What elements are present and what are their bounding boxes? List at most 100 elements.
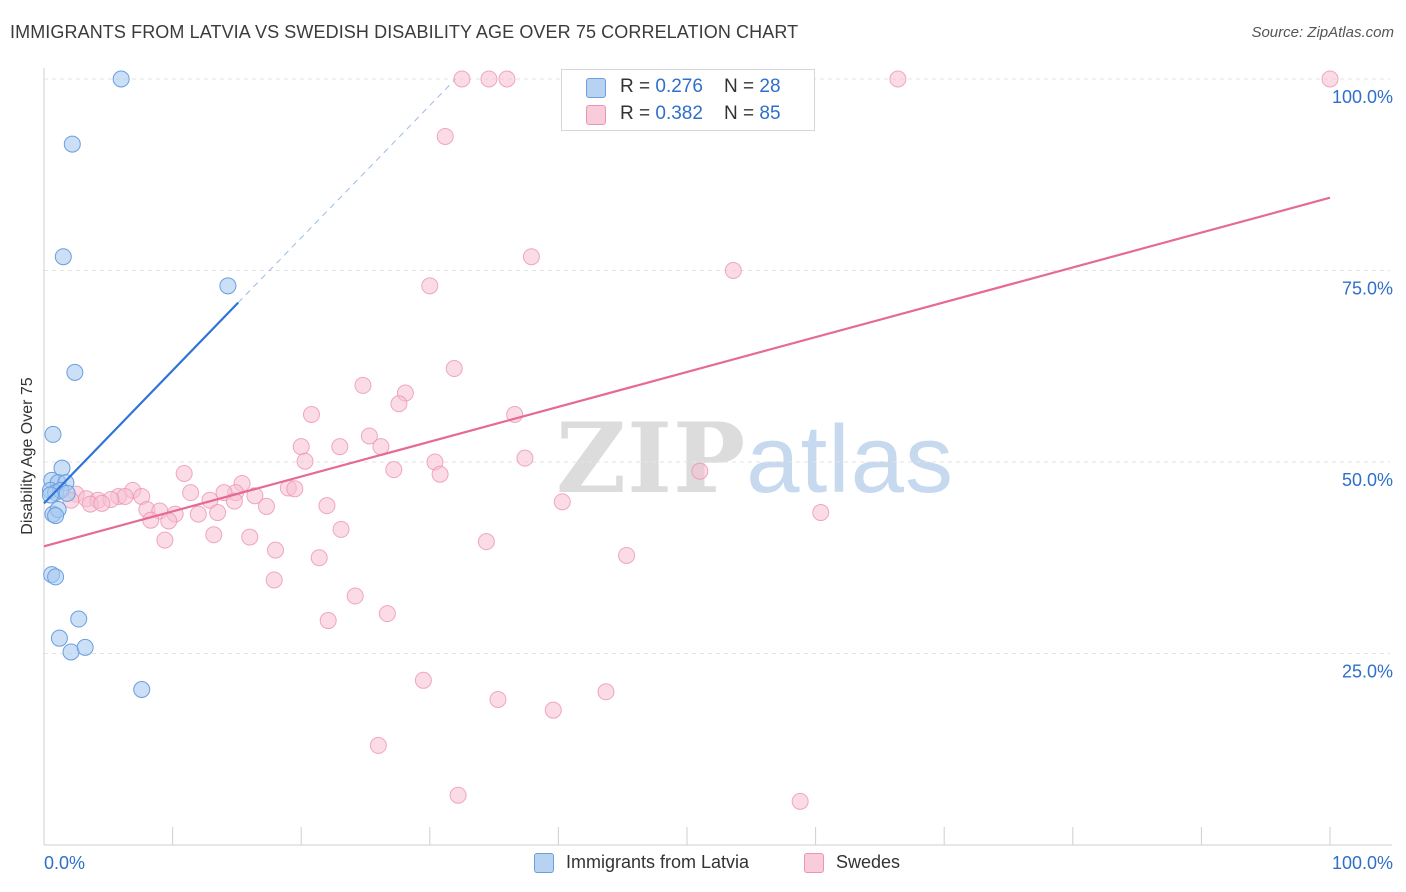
correlation-legend: R = 0.276 N = 28 R = 0.382 N = 85 xyxy=(561,69,815,131)
trend-swedes xyxy=(43,196,1331,548)
point-swedes-10 xyxy=(445,360,463,378)
point-swedes-5 xyxy=(1321,70,1339,88)
point-latvia-22 xyxy=(62,643,80,661)
point-swedes-25 xyxy=(431,465,449,483)
point-swedes-61 xyxy=(477,533,495,551)
point-swedes-9 xyxy=(421,277,439,295)
point-swedes-62 xyxy=(266,541,284,559)
point-latvia-3 xyxy=(219,277,237,295)
point-swedes-36 xyxy=(116,487,134,505)
tick-labels: 25.0% 50.0% 75.0% 100.0% 0.0% 100.0% xyxy=(44,87,1393,873)
point-swedes-57 xyxy=(332,520,350,538)
point-swedes-7 xyxy=(522,248,540,266)
point-swedes-63 xyxy=(310,549,328,567)
source-label: Source: ZipAtlas.com xyxy=(1251,24,1394,41)
point-swedes-29 xyxy=(286,480,304,498)
point-swedes-71 xyxy=(597,683,615,701)
legend-item-latvia[interactable]: Immigrants from Latvia xyxy=(534,852,749,873)
point-swedes-24 xyxy=(175,464,193,482)
point-latvia-24 xyxy=(133,681,151,699)
point-swedes-68 xyxy=(378,605,396,623)
point-swedes-52 xyxy=(318,497,336,515)
point-swedes-18 xyxy=(331,438,349,456)
legend-label-swedes: Swedes xyxy=(836,852,901,872)
point-swedes-19 xyxy=(372,438,390,456)
point-swedes-50 xyxy=(225,492,243,510)
legend-swatch-latvia xyxy=(586,78,606,98)
point-swedes-51 xyxy=(257,497,275,515)
point-swedes-13 xyxy=(390,395,408,413)
trend-lines-dashed xyxy=(237,78,456,304)
legend-label-latvia: Immigrants from Latvia xyxy=(566,852,750,872)
point-latvia-14 xyxy=(58,484,76,502)
axes xyxy=(43,68,1392,846)
watermark-zip: ZIP xyxy=(556,402,747,515)
legend-swatch-swedes-bottom xyxy=(804,852,824,873)
legend-swatch-latvia-bottom xyxy=(534,852,554,873)
point-latvia-23 xyxy=(76,638,94,656)
point-swedes-2 xyxy=(498,70,516,88)
point-swedes-14 xyxy=(302,406,320,424)
point-swedes-23 xyxy=(385,461,403,479)
watermark-atlas: atlas xyxy=(746,406,954,513)
y-tick-label-75: 75.0% xyxy=(1342,279,1393,299)
y-tick-label-25: 25.0% xyxy=(1342,662,1393,682)
point-swedes-48 xyxy=(189,505,207,523)
point-latvia-20 xyxy=(70,610,88,628)
legend-item-swedes[interactable]: Swedes xyxy=(804,852,900,873)
point-latvia-17 xyxy=(47,507,65,525)
point-swedes-6 xyxy=(436,127,454,145)
gridlines xyxy=(44,78,1390,654)
legend-text-latvia: R = 0.276 N = 28 xyxy=(620,76,781,97)
point-swedes-55 xyxy=(142,511,160,529)
point-swedes-72 xyxy=(489,690,507,708)
trend-latvia xyxy=(43,301,239,505)
watermark: ZIPatlas xyxy=(556,402,954,515)
point-swedes-64 xyxy=(618,546,636,564)
point-swedes-8 xyxy=(724,262,742,279)
points-swedes xyxy=(62,70,1339,810)
point-swedes-59 xyxy=(241,528,259,546)
point-latvia-1 xyxy=(63,135,81,153)
point-swedes-58 xyxy=(205,526,223,544)
point-swedes-75 xyxy=(449,786,467,804)
point-latvia-21 xyxy=(50,629,68,647)
points-latvia xyxy=(41,70,237,699)
trend-latvia-extension xyxy=(237,78,456,304)
point-swedes-22 xyxy=(516,449,534,467)
point-swedes-4 xyxy=(889,70,907,88)
legend-swatch-swedes xyxy=(586,105,606,125)
point-swedes-56 xyxy=(160,512,178,530)
chart-title: IMMIGRANTS FROM LATVIA VS SWEDISH DISABI… xyxy=(10,22,799,42)
point-latvia-4 xyxy=(66,363,84,381)
x-tick-label-0: 0.0% xyxy=(44,853,85,873)
point-swedes-69 xyxy=(319,612,337,630)
point-latvia-19 xyxy=(47,568,65,586)
point-swedes-65 xyxy=(812,504,830,522)
point-swedes-76 xyxy=(791,792,809,810)
point-latvia-0 xyxy=(112,70,130,88)
point-swedes-1 xyxy=(480,70,498,88)
point-swedes-67 xyxy=(346,587,364,605)
point-latvia-5 xyxy=(44,425,62,443)
y-tick-label-50: 50.0% xyxy=(1342,470,1393,490)
point-swedes-49 xyxy=(209,504,227,522)
point-swedes-31 xyxy=(182,484,200,502)
point-latvia-13 xyxy=(41,486,59,504)
point-swedes-38 xyxy=(246,487,264,505)
point-swedes-73 xyxy=(544,701,562,719)
point-swedes-16 xyxy=(360,427,378,445)
x-tick-label-100: 100.0% xyxy=(1332,853,1393,873)
point-swedes-17 xyxy=(292,438,310,456)
point-swedes-20 xyxy=(296,452,314,470)
point-swedes-26 xyxy=(691,462,709,480)
point-swedes-11 xyxy=(354,376,372,394)
point-swedes-0 xyxy=(453,70,471,88)
point-swedes-60 xyxy=(156,531,174,549)
point-swedes-74 xyxy=(369,736,387,754)
point-swedes-53 xyxy=(553,493,571,511)
y-tick-label-100: 100.0% xyxy=(1332,87,1393,107)
trend-lines xyxy=(43,196,1331,548)
legend-text-swedes: R = 0.382 N = 85 xyxy=(620,103,781,124)
